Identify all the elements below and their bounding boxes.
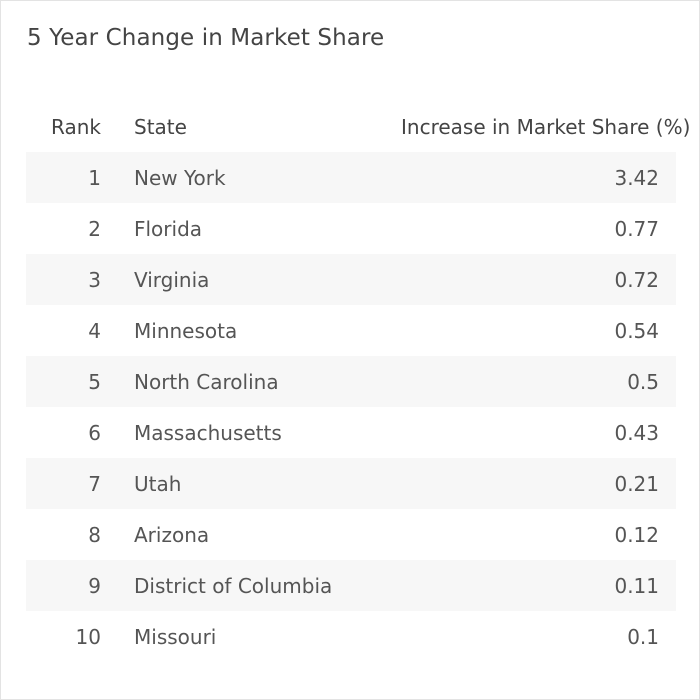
cell-rank: 10 — [75, 624, 101, 649]
cell-increase: 0.11 — [614, 573, 659, 598]
cell-rank: 3 — [88, 267, 101, 292]
cell-rank: 2 — [88, 216, 101, 241]
header-rank: Rank — [51, 114, 101, 139]
table-row: 2 Florida 0.77 — [26, 203, 676, 254]
cell-state: Minnesota — [134, 318, 238, 343]
cell-state: Virginia — [134, 267, 210, 292]
header-state: State — [134, 114, 187, 139]
table-body: 1 New York 3.42 2 Florida 0.77 3 Virginia 0.72 4 M… — [26, 152, 676, 662]
cell-rank: 5 — [88, 369, 101, 394]
cell-increase: 0.77 — [614, 216, 659, 241]
cell-state: New York — [134, 165, 226, 190]
table-row: 6 Massachusetts 0.43 — [26, 407, 676, 458]
cell-state: Missouri — [134, 624, 217, 649]
cell-rank: 6 — [88, 420, 101, 445]
cell-state: Florida — [134, 216, 203, 241]
cell-rank: 1 — [88, 165, 101, 190]
cell-state: North Carolina — [134, 369, 279, 394]
cell-state: Arizona — [134, 522, 210, 547]
table-row: 10 Missouri 0.1 — [26, 611, 676, 662]
table-row: 4 Minnesota 0.54 — [26, 305, 676, 356]
cell-increase: 0.43 — [614, 420, 659, 445]
cell-rank: 8 — [88, 522, 101, 547]
table-row: 3 Virginia 0.72 — [26, 254, 676, 305]
cell-rank: 7 — [88, 471, 101, 496]
cell-increase: 0.21 — [614, 471, 659, 496]
cell-increase: 0.54 — [614, 318, 659, 343]
table-row: 8 Arizona 0.12 — [26, 509, 676, 560]
cell-state: Utah — [134, 471, 182, 496]
cell-state: District of Columbia — [134, 573, 333, 598]
cell-rank: 9 — [88, 573, 101, 598]
market-share-table: Rank State Increase in Market Share (%) … — [26, 101, 690, 662]
cell-increase: 3.42 — [614, 165, 659, 190]
table-header-row: Rank State Increase in Market Share (%) — [26, 101, 690, 152]
cell-increase: 0.1 — [627, 624, 659, 649]
chart-title: 5 Year Change in Market Share — [27, 25, 385, 51]
table-row: 7 Utah 0.21 — [26, 458, 676, 509]
cell-state: Massachusetts — [134, 420, 282, 445]
table-row: 5 North Carolina 0.5 — [26, 356, 676, 407]
cell-increase: 0.5 — [627, 369, 659, 394]
cell-increase: 0.12 — [614, 522, 659, 547]
cell-increase: 0.72 — [614, 267, 659, 292]
table-row: 1 New York 3.42 — [26, 152, 676, 203]
cell-rank: 4 — [88, 318, 101, 343]
table-row: 9 District of Columbia 0.11 — [26, 560, 676, 611]
header-increase: Increase in Market Share (%) — [401, 114, 691, 139]
